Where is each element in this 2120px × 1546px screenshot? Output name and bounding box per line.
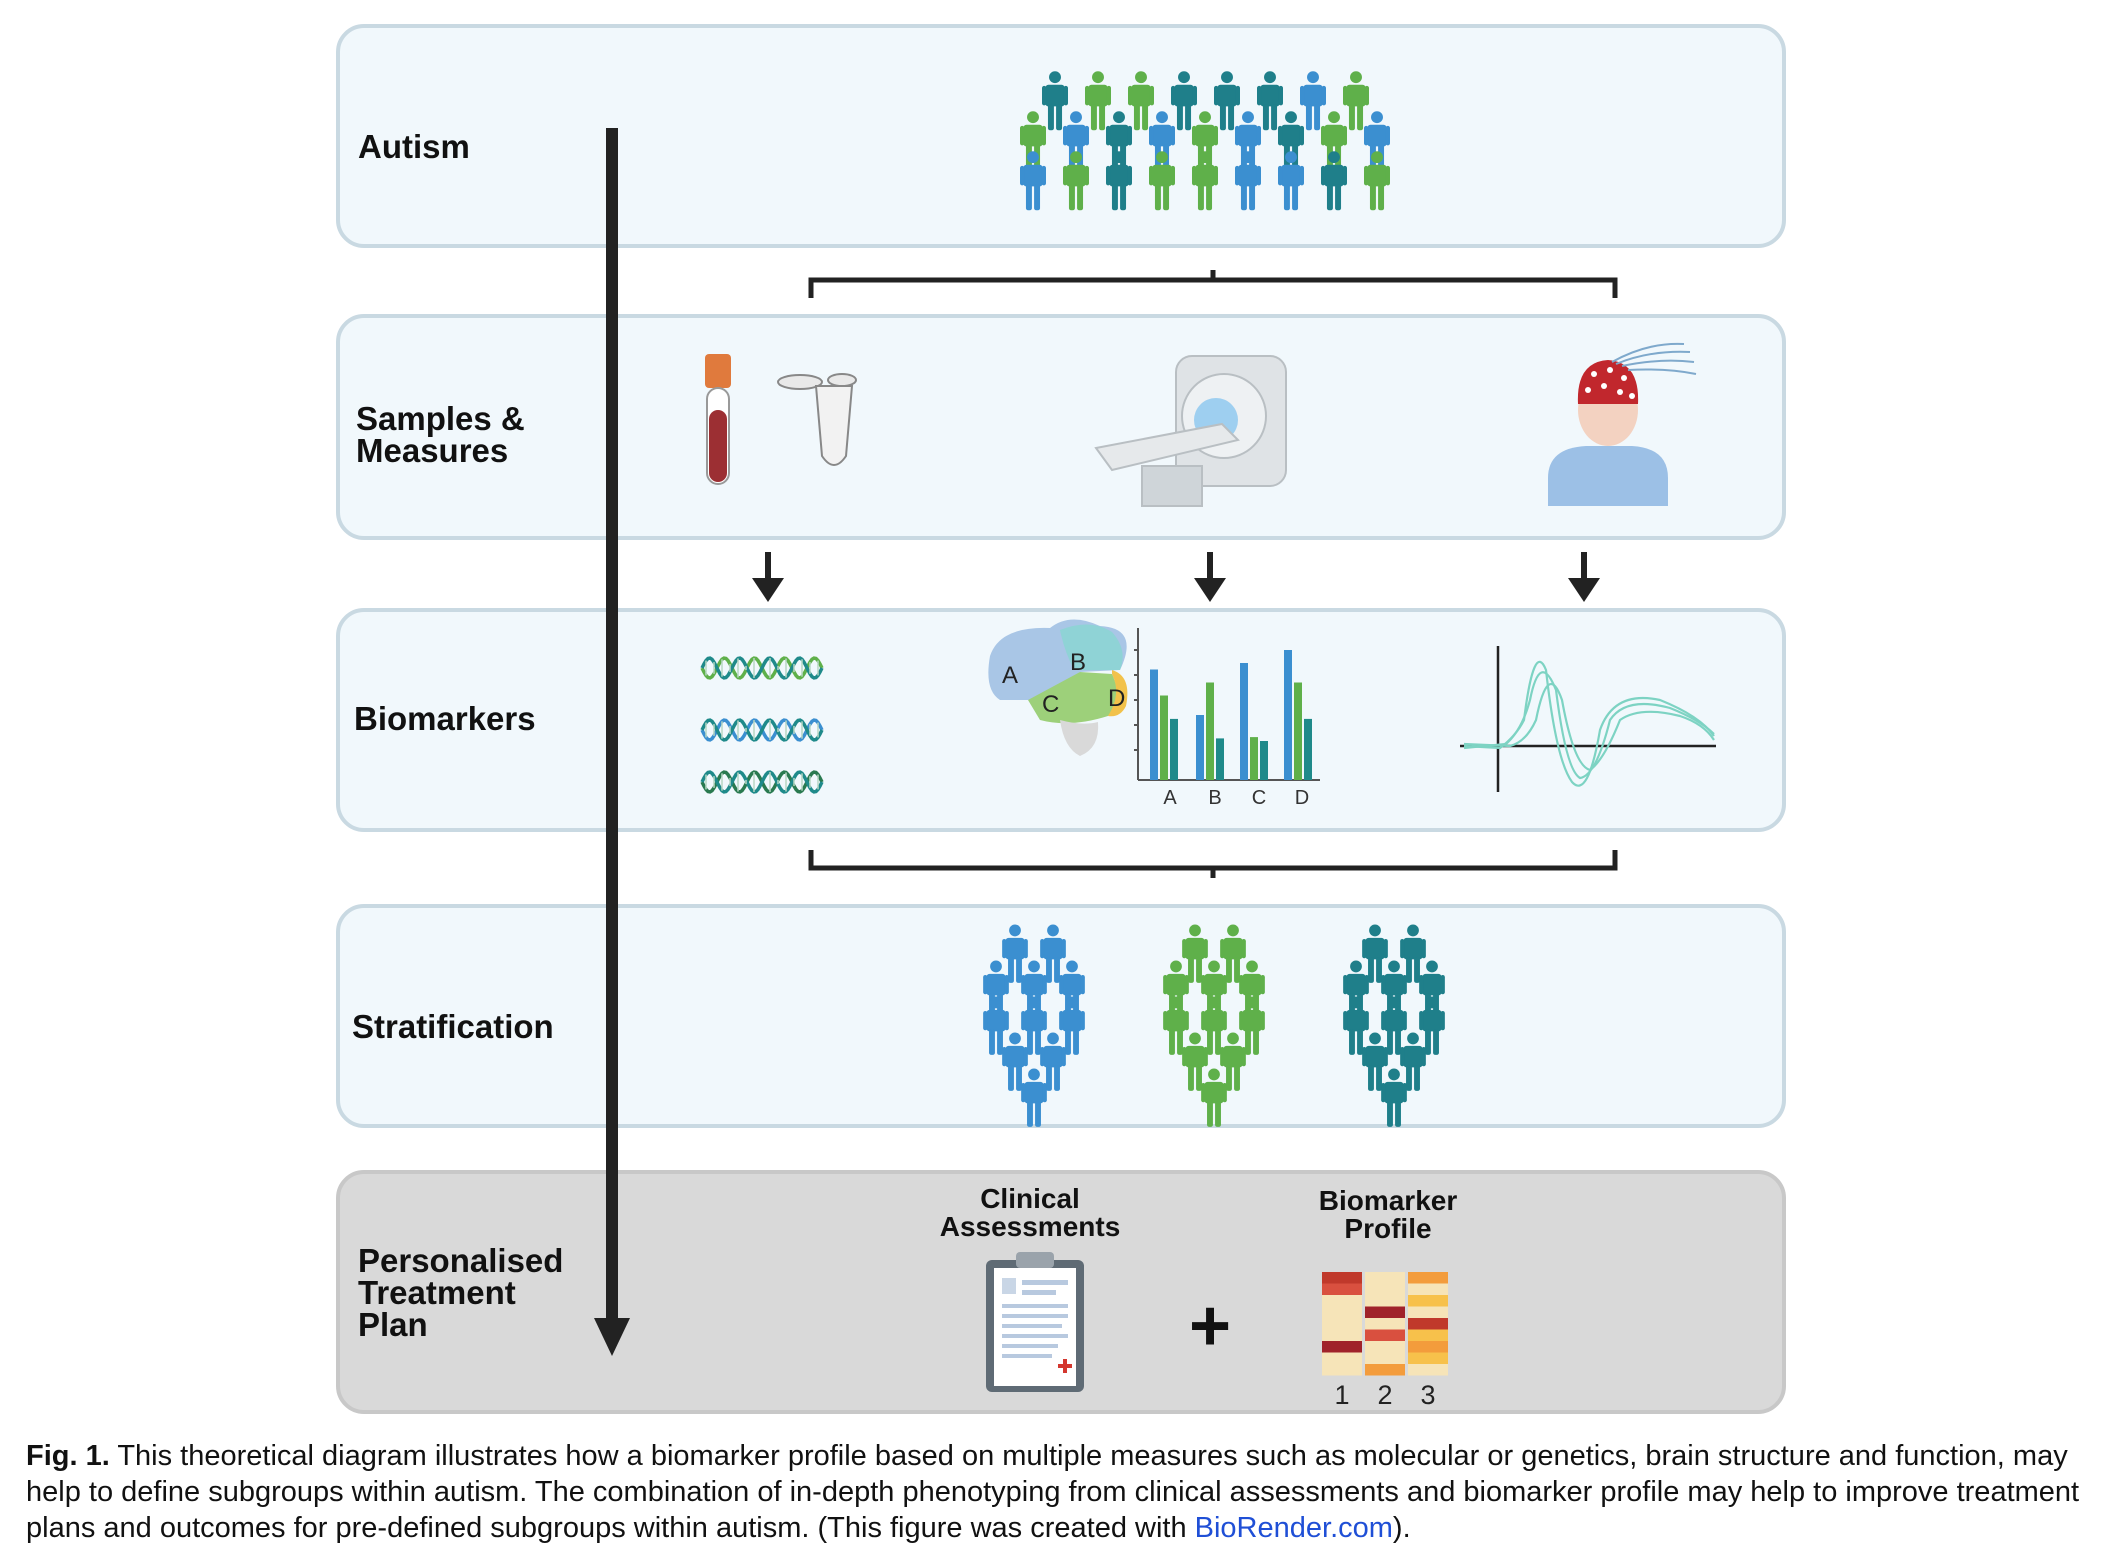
bar-a-1 [1150, 669, 1158, 780]
top-bracket [808, 270, 1618, 298]
stage-label-treatment: Personalised Treatment Plan [358, 1242, 563, 1343]
profile-col-3: 3 [1420, 1380, 1435, 1410]
bottom-bracket [808, 850, 1618, 878]
lobe-label-b: B [1070, 649, 1086, 676]
heatmap-cell [1322, 1272, 1362, 1284]
caption-suffix: ). [1392, 1512, 1411, 1544]
figure-caption: Fig. 1. This theoretical diagram illustr… [26, 1438, 2096, 1546]
clipboard-icon [986, 1252, 1084, 1392]
bar-tick-b: B [1208, 787, 1221, 809]
clinical-assessments-label: Clinical Assessments [940, 1183, 1121, 1242]
heatmap-cell [1365, 1272, 1405, 1284]
caption-label: Fig. 1. [26, 1440, 110, 1472]
heatmap-cell [1365, 1318, 1405, 1330]
down-arrows [752, 552, 1600, 602]
mri-scanner-icon [1094, 355, 1287, 507]
heatmap-cell [1365, 1306, 1405, 1318]
lobe-label-a: A [1002, 662, 1018, 689]
bar-d-1 [1284, 650, 1292, 780]
heatmap-cell [1322, 1352, 1362, 1364]
samples-panel [336, 314, 1786, 540]
blood-tube-icon [705, 354, 731, 485]
heatmap-cell [1322, 1295, 1362, 1307]
biomarker-profile-label: Biomarker Profile [1319, 1185, 1458, 1244]
heatmap-cell [1322, 1283, 1362, 1295]
brain-regions-icon: A B C D [988, 619, 1128, 756]
main-flow-arrow [594, 128, 630, 1356]
caption-text: This theoretical diagram illustrates how… [26, 1440, 2080, 1544]
heatmap-cell [1408, 1283, 1448, 1295]
heatmap-cell [1408, 1329, 1448, 1341]
bar-tick-a: A [1163, 787, 1177, 809]
bar-a-3 [1170, 718, 1178, 780]
stage-label-biomarkers: Biomarkers [354, 700, 536, 737]
heatmap-cell [1365, 1352, 1405, 1364]
biomarker-profile-heatmap [1322, 1272, 1448, 1376]
grouped-bar-chart: A B C D [1134, 628, 1320, 809]
bar-d-3 [1304, 718, 1312, 780]
bar-tick-d: D [1295, 787, 1309, 809]
profile-col-2: 2 [1377, 1380, 1392, 1410]
bar-c-2 [1250, 737, 1258, 780]
bar-b-2 [1206, 682, 1214, 780]
bar-d-2 [1294, 682, 1302, 780]
heatmap-cell [1408, 1295, 1448, 1307]
caption-link[interactable]: BioRender.com [1194, 1512, 1393, 1544]
stage-label-autism: Autism [358, 128, 470, 165]
heatmap-cell [1322, 1341, 1362, 1353]
eeg-cap-icon [1548, 342, 1697, 506]
heatmap-cell [1365, 1341, 1405, 1353]
dna-strands-icon [700, 656, 824, 794]
heatmap-cell [1408, 1272, 1448, 1284]
heatmap-cell [1408, 1341, 1448, 1353]
heatmap-cell [1408, 1318, 1448, 1330]
bar-a-2 [1160, 695, 1168, 780]
heatmap-cell [1365, 1295, 1405, 1307]
erp-waveform-icon [1460, 646, 1716, 792]
heatmap-cell [1322, 1364, 1362, 1376]
profile-col-1: 1 [1334, 1380, 1349, 1410]
heatmap-cell [1322, 1329, 1362, 1341]
heatmap-cell [1322, 1318, 1362, 1330]
heatmap-cell [1408, 1352, 1448, 1364]
heatmap-cell [1365, 1283, 1405, 1295]
microtube-icon [777, 373, 857, 466]
heatmap-cell [1365, 1364, 1405, 1376]
stage-label-samples: Samples & Measures [356, 400, 525, 469]
autism-panel [336, 24, 1786, 248]
heatmap-cell [1408, 1306, 1448, 1318]
bar-b-3 [1216, 738, 1224, 780]
stage-label-stratification: Stratification [352, 1008, 554, 1045]
bar-b-1 [1196, 715, 1204, 780]
heatmap-cell [1408, 1364, 1448, 1376]
heatmap-cell [1322, 1306, 1362, 1318]
bar-tick-c: C [1252, 787, 1266, 809]
heatmap-cell [1365, 1329, 1405, 1341]
figure-diagram: Autism Samples & Measures Biomarkers Stra… [336, 24, 1786, 1414]
bar-c-3 [1260, 741, 1268, 780]
plus-sign: + [1189, 1286, 1231, 1366]
bar-c-1 [1240, 663, 1248, 780]
lobe-label-c: C [1042, 691, 1059, 718]
lobe-label-d: D [1108, 685, 1125, 712]
